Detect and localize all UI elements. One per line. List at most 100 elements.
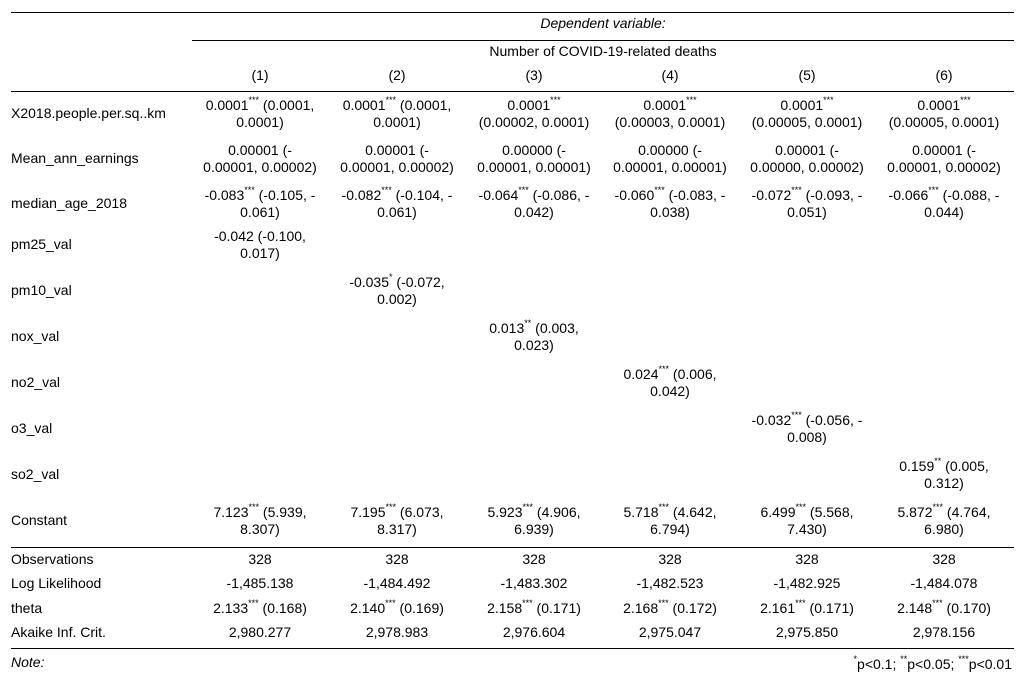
table-cell: 0.00001 (- 0.00000, 0.00002)	[739, 142, 875, 176]
cell-value: 328	[385, 551, 409, 567]
stat-label: Akaike Inf. Crit.	[11, 624, 106, 640]
table-cell: 0.00000 (- 0.00001, 0.00001)	[466, 142, 602, 176]
cell-interval-cont: 6.939)	[514, 521, 554, 537]
table-cell: 5.923*** (4.906, 6.939)	[466, 503, 602, 538]
table-cell: 5.872*** (4.764, 6.980)	[876, 502, 1012, 538]
table-cell: -0.060*** (-0.083, -0.038)	[602, 186, 738, 221]
significance-stars: ***	[385, 95, 397, 106]
stat-cell: -1,485.138	[192, 575, 328, 592]
model-header: (4)	[661, 67, 679, 83]
significance-stars: ***	[932, 598, 943, 609]
cell-interval-cont: 0.00001, 0.00002)	[340, 159, 454, 175]
row-label: pm25_val	[11, 236, 72, 252]
cell-value: 0.024	[623, 366, 659, 382]
cell-interval-cont: 6.980)	[924, 521, 964, 537]
cell-value: 2,975.047	[638, 624, 702, 640]
significance-stars: ***	[823, 95, 834, 106]
dependent-rule	[192, 40, 1014, 41]
stats-rule	[11, 547, 1014, 548]
stat-cell: 328	[192, 551, 328, 568]
cell-value: 0.013	[489, 320, 525, 336]
cell-interval-cont: 0.00001, 0.00002)	[887, 159, 1001, 175]
row-label: median_age_2018	[11, 195, 127, 211]
cell-interval: (6.073,	[396, 504, 444, 520]
stat-cell: 2,978.156	[876, 624, 1012, 641]
significance-text: p<0.1;	[857, 656, 901, 672]
cell-interval-cont: 0.00001, 0.00002)	[203, 159, 317, 175]
cell-value: 2.148	[897, 600, 933, 616]
cell-value: -0.032	[751, 412, 792, 428]
significance-stars: **	[900, 654, 908, 665]
cell-value: -1,482.925	[773, 575, 841, 591]
cell-interval: (0.168)	[258, 600, 307, 616]
row-label: o3_val	[11, 420, 53, 436]
model-header: (2)	[388, 67, 406, 83]
cell-value: 0.0001	[780, 97, 824, 113]
cell-interval: (4.642,	[669, 504, 717, 520]
stat-cell: 328	[329, 551, 465, 568]
cell-value: 0.00001 (-	[775, 142, 839, 158]
cell-interval: (-0.083, -	[664, 187, 726, 203]
significance-stars: ***	[928, 185, 939, 196]
cell-interval: (0.171)	[532, 600, 581, 616]
cell-interval-cont: (0.00002, 0.0001)	[478, 114, 590, 130]
stat-cell: -1,484.492	[329, 575, 465, 592]
cell-value: 0.0001	[205, 97, 249, 113]
stat-label: Observations	[11, 551, 94, 567]
row-label: X2018.people.per.sq..km	[11, 105, 166, 121]
cell-value: 2.168	[623, 600, 659, 616]
cell-value: 0.00001 (-	[912, 142, 976, 158]
cell-interval: (4.906,	[533, 504, 581, 520]
cell-interval: (0.170)	[942, 600, 991, 616]
significance-stars: ***	[791, 185, 802, 196]
model-header: (3)	[525, 67, 543, 83]
cell-interval: (-0.056, -	[801, 412, 863, 428]
cell-interval: (-0.105, -	[254, 187, 316, 203]
cell-interval-cont: 0.312)	[924, 475, 964, 491]
table-cell: 7.195*** (6.073, 8.317)	[329, 503, 465, 538]
significance-stars: ***	[248, 502, 260, 513]
stat-cell: 2,976.604	[466, 624, 602, 641]
stat-cell: 2,975.850	[739, 624, 875, 641]
cell-value: 0.00001 (-	[228, 142, 292, 158]
cell-interval-cont: (0.00003, 0.0001)	[614, 114, 726, 130]
cell-value: -1,485.138	[226, 575, 294, 591]
significance-stars: *	[389, 272, 393, 283]
table-cell: 0.159** (0.005, 0.312)	[876, 457, 1012, 492]
cell-value: 0.0001	[643, 97, 687, 113]
cell-interval-cont: 0.002)	[377, 291, 417, 307]
cell-interval-cont: 8.317)	[377, 521, 417, 537]
stat-cell: 2.168*** (0.172)	[602, 599, 738, 617]
cell-interval-cont: (0.00005, 0.0001)	[751, 114, 863, 130]
cell-value: 2,975.850	[775, 624, 839, 640]
significance-stars: ***	[658, 364, 670, 375]
cell-value: 5.718	[623, 504, 659, 520]
cell-interval: (-0.088, -	[938, 187, 1000, 203]
stat-cell: -1,484.078	[876, 575, 1012, 592]
cell-interval: (-0.086, -	[528, 187, 590, 203]
cell-interval-cont: 0.042)	[650, 383, 690, 399]
cell-value: 328	[248, 551, 272, 567]
table-cell: 0.0001*** (0.0001, 0.0001)	[192, 96, 328, 131]
cell-value: 2.140	[350, 600, 386, 616]
stat-cell: -1,483.302	[466, 575, 602, 592]
cell-interval-cont: 0.008)	[787, 429, 827, 445]
row-label: Constant	[11, 512, 68, 528]
table-cell: 0.00000 (- 0.00001, 0.00001)	[602, 142, 738, 176]
stat-cell: 328	[739, 551, 875, 568]
significance-stars: ***	[932, 502, 944, 513]
significance-stars: ***	[960, 95, 971, 106]
table-cell: 0.00001 (- 0.00001, 0.00002)	[876, 142, 1012, 176]
significance-stars: ***	[791, 410, 802, 421]
significance-stars: **	[524, 318, 532, 329]
table-cell: 0.0001*** (0.0001, 0.0001)	[329, 95, 465, 131]
cell-interval: (0.172)	[668, 600, 717, 616]
table-cell: 0.0001*** (0.00003, 0.0001)	[602, 96, 738, 131]
cell-value: 2.158	[487, 600, 523, 616]
table-cell: -0.072*** (-0.093, -0.051)	[739, 185, 875, 221]
cell-interval: (0.169)	[395, 600, 444, 616]
table-cell: 0.013** (0.003, 0.023)	[466, 318, 602, 354]
cell-value: -1,484.492	[363, 575, 431, 591]
cell-interval: (-0.093, -	[801, 187, 863, 203]
table-cell: -0.035* (-0.072, 0.002)	[329, 272, 465, 308]
